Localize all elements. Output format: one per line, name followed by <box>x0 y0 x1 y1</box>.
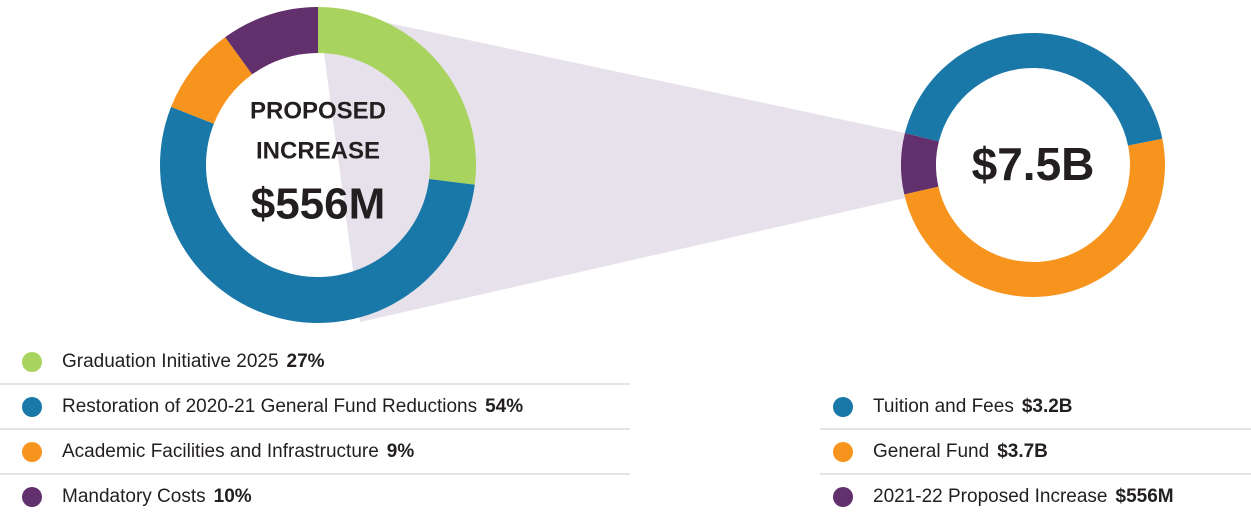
legend-value: $3.7B <box>997 441 1048 462</box>
legend-swatch <box>22 352 42 372</box>
legend-entry: Academic Facilities and Infrastructure 9% <box>62 441 414 462</box>
legend-name: Graduation Initiative 2025 <box>62 351 279 372</box>
legend-swatch <box>22 442 42 462</box>
donut-segment <box>904 32 1163 146</box>
connector <box>318 8 905 322</box>
center-title: PROPOSED <box>250 97 386 124</box>
center-title: INCREASE <box>256 137 380 164</box>
legend-entry: General Fund $3.7B <box>873 441 1048 462</box>
charts: PROPOSED INCREASE $556M Graduation Initiati… <box>0 6 1251 507</box>
center-label: $556M <box>251 180 386 229</box>
legend-name: General Fund <box>873 441 989 462</box>
donut-segment <box>904 138 1166 298</box>
legend-entry: Restoration of 2020-21 General Fund Redu… <box>62 396 523 417</box>
donut-segment <box>171 37 253 124</box>
center-label: $7.5B <box>972 138 1095 190</box>
legend-name: Tuition and Fees <box>873 396 1014 417</box>
legend-value: $556M <box>1116 486 1174 507</box>
legend-value: 10% <box>214 486 252 507</box>
legend-entry: 2021-22 Proposed Increase $556M <box>873 486 1174 507</box>
legend-value: $3.2B <box>1022 396 1073 417</box>
legend-swatch <box>833 442 853 462</box>
legend-value: 54% <box>485 396 523 417</box>
donut-segment <box>318 7 476 185</box>
legend-swatch <box>833 397 853 417</box>
donut-segment <box>900 133 939 195</box>
legend-entry: Graduation Initiative 2025 27% <box>62 351 325 372</box>
legend-swatch <box>833 487 853 507</box>
legend-value: 27% <box>287 351 325 372</box>
donut-segment <box>159 106 475 323</box>
legend-entry: Mandatory Costs 10% <box>62 486 252 507</box>
legend-name: Mandatory Costs <box>62 486 206 507</box>
legend-entry: Tuition and Fees $3.2B <box>873 396 1073 417</box>
legend-name: Restoration of 2020-21 General Fund Redu… <box>62 396 477 417</box>
donut-segment <box>225 6 318 75</box>
legend-swatch <box>22 397 42 417</box>
legend-name: 2021-22 Proposed Increase <box>873 486 1108 507</box>
legend-name: Academic Facilities and Infrastructure <box>62 441 379 462</box>
legend-swatch <box>22 487 42 507</box>
legend-value: 9% <box>387 441 415 462</box>
